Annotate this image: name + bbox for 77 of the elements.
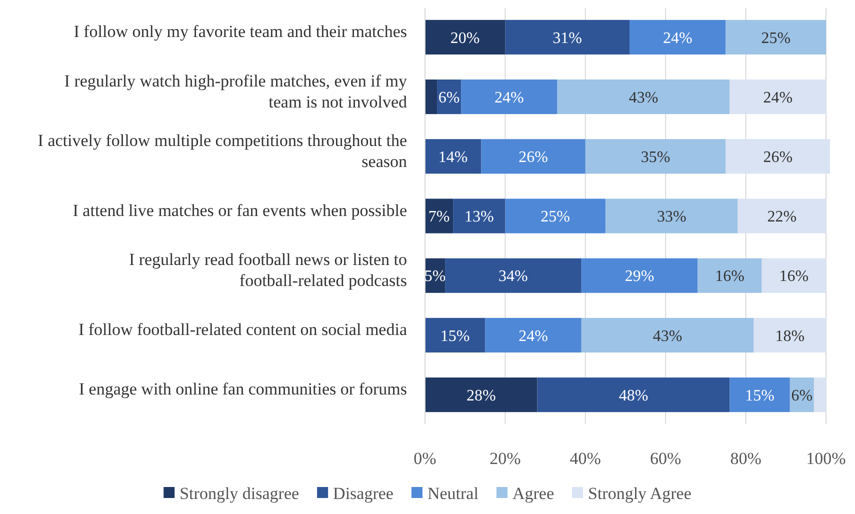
bar [425,80,438,114]
bar [581,258,698,293]
data-label: 15% [440,328,470,345]
y-tick-label: I attend live matches or fan events when possible [72,200,407,220]
bar [630,20,726,54]
data-label: 24% [662,30,692,47]
bar [425,378,538,412]
data-label: 35% [640,149,670,166]
data-label: 6% [791,387,813,404]
legend-label: Strongly Agree [588,484,692,503]
y-tick-label: I engage with online fan communities or forums [78,380,407,399]
y-tick-label: I follow football-related content on social media [78,320,408,340]
bar [537,378,730,412]
bar [698,258,762,293]
bar [730,378,790,412]
data-label: 26% [763,149,793,166]
bar [425,139,482,174]
bar [726,139,830,174]
bar [505,198,606,234]
bar [730,80,826,114]
data-label: 28% [466,387,496,404]
data-label: 16% [779,268,809,286]
y-tick-label: I follow only my favorite team and their matches [74,22,407,42]
data-label: 48% [618,387,648,404]
data-label: 18% [775,328,805,345]
data-label: 24% [518,328,548,345]
data-label: 14% [438,149,468,166]
bar [814,378,826,412]
data-label: 24% [494,89,524,106]
data-label: 25% [540,208,570,226]
bar [425,198,454,234]
bar [453,198,506,234]
data-label: 13% [464,208,494,226]
bar [481,139,586,174]
data-label: 7% [428,208,450,226]
bar [585,139,726,174]
bar [762,258,826,293]
data-label: 43% [628,89,658,106]
x-tick-label: 100% [806,449,846,468]
y-tick-label: I regularly read football news or listen to football-related podcasts [128,250,407,290]
bar [738,198,826,234]
data-label: 16% [715,268,744,286]
data-label: 29% [624,268,654,286]
x-tick-label: 0% [414,449,436,468]
bar [726,20,826,54]
legend-label: Agree [512,484,554,503]
x-tick-label: 20% [490,449,521,468]
data-label: 22% [767,208,797,226]
data-label: 15% [745,387,774,404]
data-label: 43% [652,328,682,345]
bar [461,80,558,114]
bar [445,258,582,293]
data-label: 5% [424,268,446,286]
y-tick-label: I actively follow multiple competitions throughout the season [38,130,408,171]
bar [505,20,630,54]
legend-label: Strongly disagree [180,484,300,503]
data-label: 6% [438,89,460,106]
x-tick-label: 60% [650,449,682,468]
data-label: 24% [763,89,793,106]
bar [485,318,582,352]
bar [581,318,754,352]
data-label: 34% [498,268,528,286]
x-tick-label: 40% [570,449,601,468]
bar [425,318,486,352]
data-label: 33% [656,208,686,226]
x-tick-label: 80% [730,449,762,468]
legend-label: Neutral [427,484,479,503]
bar [754,318,826,352]
data-label: 25% [761,30,791,47]
y-tick-label: I regularly watch high-profile matches, even if my team is not involved [64,71,408,112]
legend-label: Disagree [333,484,394,503]
data-label: 31% [552,30,582,47]
data-label: 26% [518,149,548,166]
bar [605,198,738,234]
bar [425,20,506,54]
bar [557,80,730,114]
data-label: 20% [450,30,480,47]
